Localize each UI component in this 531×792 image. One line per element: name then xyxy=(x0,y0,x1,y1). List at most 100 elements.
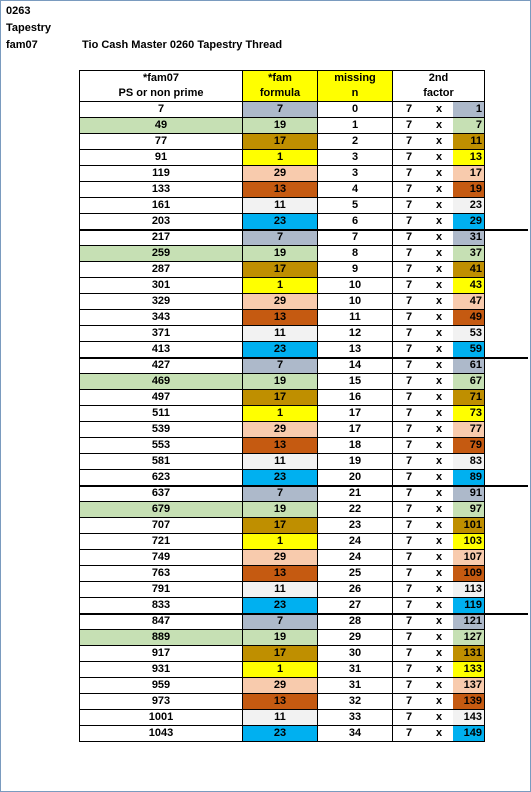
value-cell: 161 xyxy=(79,197,243,214)
missing-cell: 0 xyxy=(317,101,393,118)
multiplier-cell: 7 xyxy=(392,357,425,374)
factor-cell: 83 xyxy=(453,453,485,470)
factor-cell: 59 xyxy=(453,341,485,358)
formula-cell: 7 xyxy=(242,357,318,374)
multiplier-cell: 7 xyxy=(392,117,425,134)
table-row: 833 23 27 7 x 119 xyxy=(79,597,485,614)
multiplier-cell: 7 xyxy=(392,485,425,502)
missing-cell: 33 xyxy=(317,709,393,726)
value-cell: 511 xyxy=(79,405,243,422)
factor-cell: 139 xyxy=(453,693,485,710)
multiplier-cell: 7 xyxy=(392,629,425,646)
table-row: 973 13 32 7 x 139 xyxy=(79,693,485,710)
col2-header-line2: formula xyxy=(242,86,318,102)
multiplier-cell: 7 xyxy=(392,229,425,246)
table-row: 343 13 11 7 x 49 xyxy=(79,309,485,326)
formula-cell: 13 xyxy=(242,181,318,198)
missing-cell: 20 xyxy=(317,469,393,486)
times-sign-cell: x xyxy=(425,293,453,310)
missing-cell: 11 xyxy=(317,309,393,326)
factor-cell: 61 xyxy=(453,357,485,374)
missing-cell: 19 xyxy=(317,453,393,470)
factor-cell: 49 xyxy=(453,309,485,326)
missing-cell: 29 xyxy=(317,629,393,646)
multiplier-cell: 7 xyxy=(392,597,425,614)
value-cell: 119 xyxy=(79,165,243,182)
times-sign-cell: x xyxy=(425,389,453,406)
value-cell: 763 xyxy=(79,565,243,582)
factor-cell: 7 xyxy=(453,117,485,134)
missing-cell: 2 xyxy=(317,133,393,150)
factor-cell: 77 xyxy=(453,421,485,438)
multiplier-cell: 7 xyxy=(392,453,425,470)
value-cell: 497 xyxy=(79,389,243,406)
factor-cell: 13 xyxy=(453,149,485,166)
formula-cell: 1 xyxy=(242,149,318,166)
missing-cell: 21 xyxy=(317,485,393,502)
times-sign-cell: x xyxy=(425,565,453,582)
missing-cell: 3 xyxy=(317,165,393,182)
missing-cell: 12 xyxy=(317,325,393,342)
formula-cell: 17 xyxy=(242,261,318,278)
missing-cell: 34 xyxy=(317,725,393,742)
table-row: 217 7 7 7 x 31 xyxy=(79,229,485,246)
formula-cell: 7 xyxy=(242,485,318,502)
missing-cell: 6 xyxy=(317,213,393,230)
factor-cell: 101 xyxy=(453,517,485,534)
formula-cell: 23 xyxy=(242,469,318,486)
table-row: 287 17 9 7 x 41 xyxy=(79,261,485,278)
formula-cell: 11 xyxy=(242,581,318,598)
multiplier-cell: 7 xyxy=(392,645,425,662)
formula-cell: 23 xyxy=(242,341,318,358)
table-row: 427 7 14 7 x 61 xyxy=(79,357,485,374)
group-separator xyxy=(79,356,528,359)
value-cell: 217 xyxy=(79,229,243,246)
value-cell: 343 xyxy=(79,309,243,326)
formula-cell: 19 xyxy=(242,373,318,390)
times-sign-cell: x xyxy=(425,613,453,630)
times-sign-cell: x xyxy=(425,117,453,134)
group-separator xyxy=(79,484,528,487)
value-cell: 679 xyxy=(79,501,243,518)
times-sign-cell: x xyxy=(425,517,453,534)
formula-cell: 19 xyxy=(242,629,318,646)
table-row: 91 1 3 7 x 13 xyxy=(79,149,485,166)
missing-cell: 3 xyxy=(317,149,393,166)
factor-cell: 119 xyxy=(453,597,485,614)
formula-cell: 1 xyxy=(242,533,318,550)
times-sign-cell: x xyxy=(425,213,453,230)
times-sign-cell: x xyxy=(425,725,453,742)
value-cell: 721 xyxy=(79,533,243,550)
factor-cell: 103 xyxy=(453,533,485,550)
table-row: 469 19 15 7 x 67 xyxy=(79,373,485,390)
times-sign-cell: x xyxy=(425,309,453,326)
missing-cell: 13 xyxy=(317,341,393,358)
value-cell: 7 xyxy=(79,101,243,118)
formula-cell: 11 xyxy=(242,453,318,470)
table-row: 707 17 23 7 x 101 xyxy=(79,517,485,534)
multiplier-cell: 7 xyxy=(392,261,425,278)
factor-cell: 43 xyxy=(453,277,485,294)
value-cell: 1043 xyxy=(79,725,243,742)
multiplier-cell: 7 xyxy=(392,197,425,214)
missing-cell: 31 xyxy=(317,661,393,678)
formula-cell: 17 xyxy=(242,517,318,534)
formula-cell: 13 xyxy=(242,693,318,710)
value-cell: 469 xyxy=(79,373,243,390)
formula-cell: 19 xyxy=(242,245,318,262)
formula-cell: 7 xyxy=(242,613,318,630)
times-sign-cell: x xyxy=(425,197,453,214)
times-sign-cell: x xyxy=(425,357,453,374)
factor-cell: 137 xyxy=(453,677,485,694)
missing-cell: 32 xyxy=(317,693,393,710)
table-row: 931 1 31 7 x 133 xyxy=(79,661,485,678)
factor-cell: 107 xyxy=(453,549,485,566)
table-row: 119 29 3 7 x 17 xyxy=(79,165,485,182)
missing-cell: 8 xyxy=(317,245,393,262)
formula-cell: 13 xyxy=(242,437,318,454)
table-row: 497 17 16 7 x 71 xyxy=(79,389,485,406)
table-row: 1043 23 34 7 x 149 xyxy=(79,725,485,742)
missing-cell: 22 xyxy=(317,501,393,518)
value-cell: 931 xyxy=(79,661,243,678)
